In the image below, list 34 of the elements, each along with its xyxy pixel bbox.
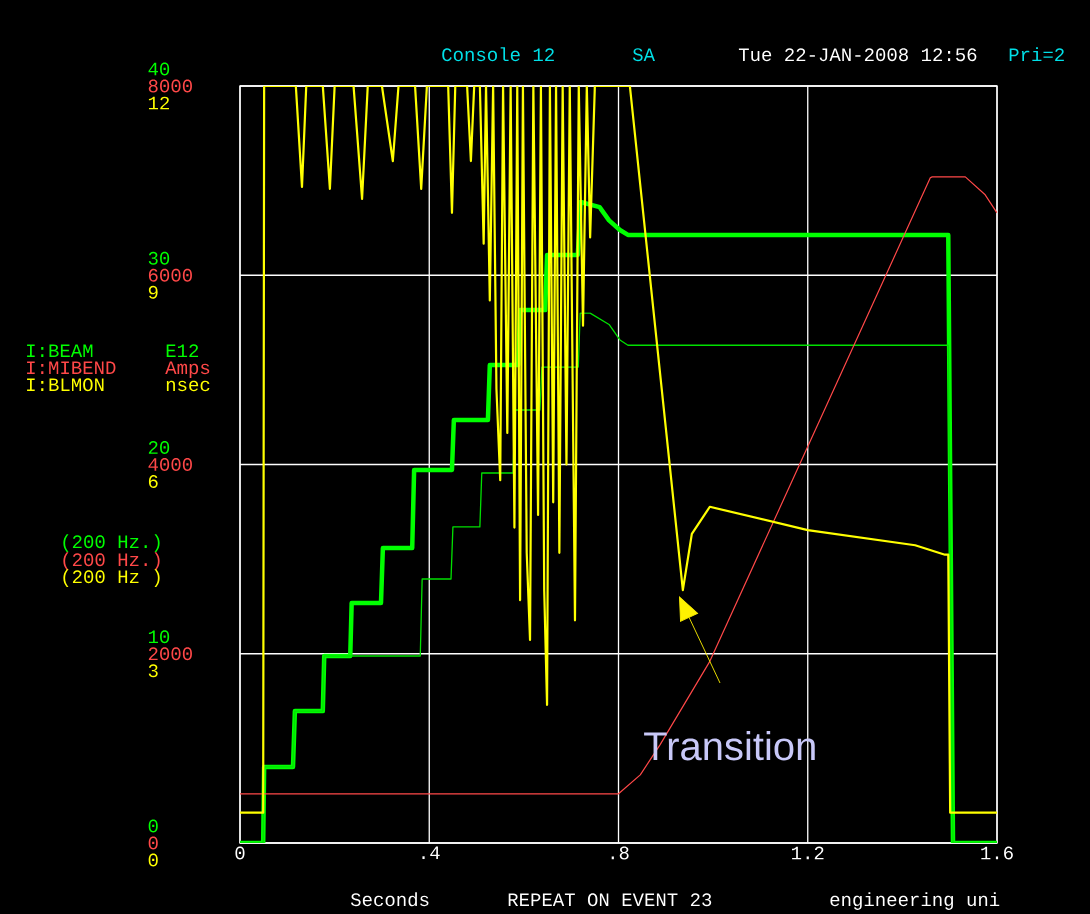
x-tick-label: 0 [235, 846, 245, 860]
text: I:MIBEND [27, 361, 116, 374]
text: SA [632, 48, 655, 62]
y-tick-label: 30 [148, 251, 170, 265]
text: Tue 22-JAN-2008 12:56 [738, 48, 977, 62]
text: Console 12 [442, 47, 554, 62]
text: (200 Hz.) [63, 534, 160, 552]
y2-tick-label: 2000 [148, 647, 192, 661]
x-tick-label: 1.6 [981, 846, 1013, 860]
text: (200 Hz.) [63, 552, 160, 570]
y3-tick-label: 6 [148, 475, 158, 488]
y-tick-label: 20 [148, 441, 170, 454]
y-tick-label: 10 [148, 630, 170, 644]
x-tick-label: .8 [611, 846, 629, 860]
y-tick-label: 40 [148, 62, 170, 76]
text: I:BEAM [27, 344, 93, 357]
x-tick-label: 1.2 [792, 846, 824, 860]
text: nsec [166, 380, 210, 392]
y2-tick-label: 8000 [148, 79, 192, 93]
text: (200 Hz ) [63, 569, 160, 587]
text: REPEAT ON EVENT 23 [508, 893, 712, 907]
y3-tick-label: 12 [148, 96, 169, 110]
y3-tick-label: 9 [148, 285, 158, 299]
text: Pri=2 [1009, 47, 1064, 61]
y3-tick-label: 3 [148, 664, 158, 678]
text: engineering uni [830, 892, 1000, 910]
text: E12 [166, 344, 199, 357]
text: I:BLMON [27, 378, 104, 392]
y2-tick-label: 6000 [148, 268, 192, 282]
x-axis-title: Seconds [350, 892, 429, 907]
y-tick-label: 0 [148, 819, 158, 833]
x-tick-label: .4 [422, 846, 440, 860]
text: Amps [165, 361, 210, 378]
y2-tick-label: 4000 [148, 458, 192, 471]
